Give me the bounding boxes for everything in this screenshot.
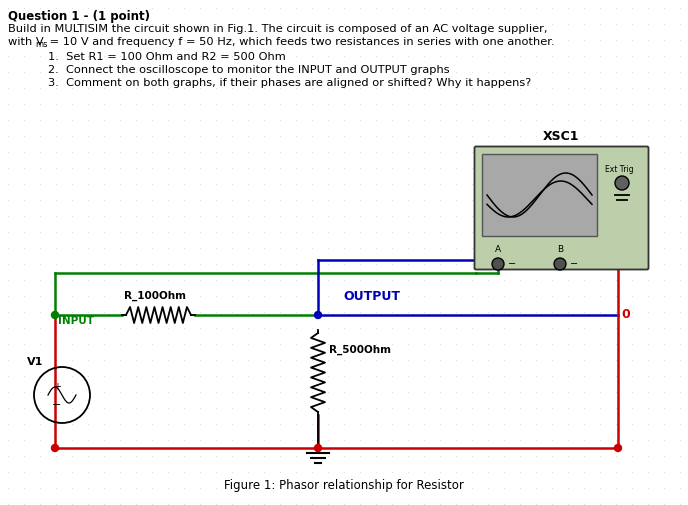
Circle shape (314, 312, 321, 319)
Text: V1: V1 (27, 357, 43, 367)
Circle shape (314, 444, 321, 451)
Text: INPUT: INPUT (58, 316, 94, 326)
Text: R_100Ohm: R_100Ohm (124, 291, 186, 301)
Circle shape (615, 176, 629, 190)
Text: −: − (52, 400, 62, 410)
Circle shape (52, 444, 58, 451)
Text: B: B (557, 245, 563, 254)
Text: XSC1: XSC1 (544, 130, 580, 143)
Text: Figure 1: Phasor relationship for Resistor: Figure 1: Phasor relationship for Resist… (224, 479, 464, 492)
Text: 0: 0 (621, 309, 630, 322)
Text: with V: with V (8, 37, 43, 47)
Text: = 10 V and frequency f = 50 Hz, which feeds two resistances in series with one a: = 10 V and frequency f = 50 Hz, which fe… (46, 37, 555, 47)
Circle shape (554, 258, 566, 270)
Text: Ext Trig: Ext Trig (605, 166, 634, 175)
Text: 1.  Set R1 = 100 Ohm and R2 = 500 Ohm: 1. Set R1 = 100 Ohm and R2 = 500 Ohm (48, 52, 286, 62)
Text: R_500Ohm: R_500Ohm (329, 345, 391, 355)
Text: 3.  Comment on both graphs, if their phases are aligned or shifted? Why it happe: 3. Comment on both graphs, if their phas… (48, 78, 531, 88)
Circle shape (52, 312, 58, 319)
Text: A: A (495, 245, 501, 254)
Text: OUTPUT: OUTPUT (343, 290, 400, 303)
Text: −: − (508, 259, 516, 269)
Text: ms: ms (35, 40, 47, 49)
Circle shape (614, 444, 621, 451)
Text: Question 1 - (1 point): Question 1 - (1 point) (8, 10, 150, 23)
Bar (482, 154, 597, 236)
Text: −: − (570, 259, 578, 269)
Text: 2.  Connect the oscilloscope to monitor the INPUT and OUTPUT graphs: 2. Connect the oscilloscope to monitor t… (48, 65, 450, 75)
Text: Build in MULTISIM the circuit shown in Fig.1. The circuit is composed of an AC v: Build in MULTISIM the circuit shown in F… (8, 24, 548, 34)
FancyBboxPatch shape (475, 146, 649, 270)
Circle shape (492, 258, 504, 270)
Text: +: + (53, 382, 61, 392)
